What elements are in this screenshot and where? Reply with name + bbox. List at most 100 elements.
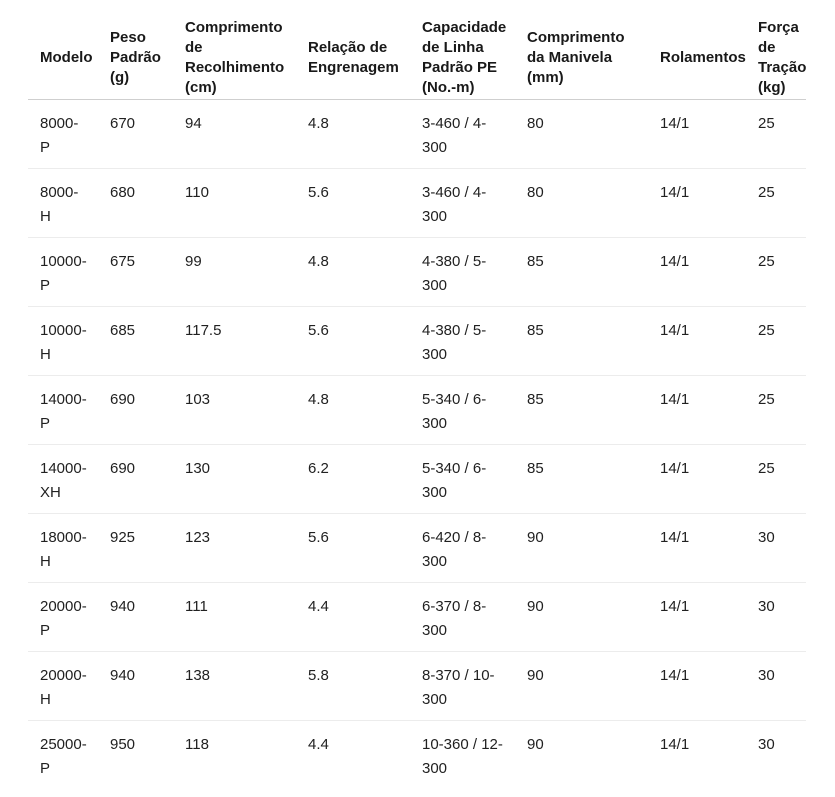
cell-comprimento-manivela: 85 xyxy=(515,444,648,514)
cell-relacao-engrenagem: 4.8 xyxy=(296,237,410,307)
cell-comprimento-manivela: 85 xyxy=(515,306,648,376)
cell-relacao-engrenagem: 5.6 xyxy=(296,513,410,583)
cell-rolamentos: 14/1 xyxy=(648,237,746,307)
cell-peso-padrao: 690 xyxy=(98,375,173,445)
cell-capacidade-linha: 3-460 / 4-300 xyxy=(410,99,515,169)
cell-comprimento-manivela: 90 xyxy=(515,651,648,721)
cell-comprimento-manivela: 80 xyxy=(515,168,648,238)
cell-capacidade-linha: 4-380 / 5-300 xyxy=(410,306,515,376)
cell-comprimento-recolhimento: 138 xyxy=(173,651,296,721)
cell-relacao-engrenagem: 6.2 xyxy=(296,444,410,514)
table-row: 14000- XH 690 130 6.2 5-340 / 6-300 85 14/1 25 xyxy=(28,444,806,514)
cell-modelo: 10000- H xyxy=(28,306,98,376)
cell-capacidade-linha: 5-340 / 6-300 xyxy=(410,444,515,514)
cell-relacao-engrenagem: 4.8 xyxy=(296,375,410,445)
cell-rolamentos: 14/1 xyxy=(648,375,746,445)
cell-comprimento-recolhimento: 110 xyxy=(173,168,296,238)
cell-comprimento-recolhimento: 118 xyxy=(185,735,209,753)
cell-modelo: 10000- P xyxy=(28,237,98,307)
product-spec-table: Modelo Peso Padrão (g) Comprimento de Reco… xyxy=(28,0,806,789)
cell-relacao-engrenagem: 5.8 xyxy=(296,651,410,721)
cell-forca-tracao: 25 xyxy=(746,168,806,238)
cell-comprimento-recolhimento: 94 xyxy=(173,99,296,169)
column-header-5: Comprimento da Manivela (mm) xyxy=(515,0,648,100)
column-header-7: Força de Tração (kg) xyxy=(746,0,806,100)
cell-peso-padrao: 950 xyxy=(110,735,136,753)
table-row: 14000- P 690 103 4.8 5-340 / 6-300 85 14/1 25 xyxy=(28,375,806,445)
cell-capacidade-linha: 5-340 / 6-300 xyxy=(410,375,515,445)
cell-comprimento-manivela: 90 xyxy=(515,582,648,652)
table-row: 25000- P 950 118 4.4 10-360 / 12-300 90 14/1 30 xyxy=(28,720,806,789)
cell-relacao-engrenagem: 4.4 xyxy=(308,735,329,753)
cell-capacidade-linha: 6-420 / 8-300 xyxy=(410,513,515,583)
cell-comprimento-manivela: 85 xyxy=(515,237,648,307)
header-row: Modelo Peso Padrão (g) Comprimento de Reco… xyxy=(28,0,806,100)
cell-capacidade-linha: 3-460 / 4-300 xyxy=(410,168,515,238)
table-row: 20000- P 940 111 4.4 6-370 / 8-300 90 14/1 30 xyxy=(28,582,806,652)
cell-comprimento-manivela: 90 xyxy=(527,735,544,753)
cell-comprimento-recolhimento: 99 xyxy=(173,237,296,307)
cell-peso-padrao: 670 xyxy=(98,99,173,169)
cell-rolamentos: 14/1 xyxy=(660,735,690,753)
cell-comprimento-recolhimento: 117.5 xyxy=(173,306,296,376)
cell-modelo: 18000- H xyxy=(28,513,98,583)
cell-rolamentos: 14/1 xyxy=(648,651,746,721)
cell-comprimento-manivela: 90 xyxy=(515,513,648,583)
cell-relacao-engrenagem: 4.4 xyxy=(296,582,410,652)
cell-comprimento-recolhimento: 103 xyxy=(173,375,296,445)
cell-peso-padrao: 940 xyxy=(98,651,173,721)
cell-forca-tracao: 25 xyxy=(746,306,806,376)
column-header-6: Rolamentos xyxy=(648,0,746,100)
cell-modelo: 25000- P xyxy=(40,735,87,777)
cell-forca-tracao: 30 xyxy=(746,651,806,721)
column-header-0: Modelo xyxy=(28,0,98,100)
cell-forca-tracao: 30 xyxy=(746,582,806,652)
cell-capacidade-linha: 8-370 / 10-300 xyxy=(410,651,515,721)
cell-rolamentos: 14/1 xyxy=(648,513,746,583)
cell-relacao-engrenagem: 4.8 xyxy=(296,99,410,169)
table-row: 8000- P 670 94 4.8 3-460 / 4-300 80 14/1 25 xyxy=(28,99,806,169)
cell-modelo: 20000- P xyxy=(28,582,98,652)
column-header-4: Capacidade de Linha Padrão PE (No.-m) xyxy=(410,0,515,100)
cell-modelo: 14000- P xyxy=(28,375,98,445)
cell-comprimento-manivela: 80 xyxy=(515,99,648,169)
cell-relacao-engrenagem: 5.6 xyxy=(296,306,410,376)
table-row: 10000- P 675 99 4.8 4-380 / 5-300 85 14/1 25 xyxy=(28,237,806,307)
column-header-1: Peso Padrão (g) xyxy=(98,0,173,100)
cell-comprimento-recolhimento: 130 xyxy=(173,444,296,514)
cell-modelo: 8000- P xyxy=(28,99,98,169)
cell-comprimento-manivela: 85 xyxy=(515,375,648,445)
cell-modelo: 20000- H xyxy=(28,651,98,721)
cell-comprimento-recolhimento: 111 xyxy=(173,582,296,652)
cell-peso-padrao: 925 xyxy=(98,513,173,583)
cell-rolamentos: 14/1 xyxy=(648,99,746,169)
column-header-3: Relação de Engrenagem xyxy=(296,0,410,100)
cell-comprimento-recolhimento: 123 xyxy=(173,513,296,583)
cell-peso-padrao: 940 xyxy=(98,582,173,652)
cell-rolamentos: 14/1 xyxy=(648,444,746,514)
table-row: 8000- H 680 110 5.6 3-460 / 4-300 80 14/1 25 xyxy=(28,168,806,238)
cell-relacao-engrenagem: 5.6 xyxy=(296,168,410,238)
cell-modelo: 8000- H xyxy=(28,168,98,238)
cell-peso-padrao: 675 xyxy=(98,237,173,307)
cell-forca-tracao: 25 xyxy=(746,375,806,445)
cell-capacidade-linha: 10-360 / 12-300 xyxy=(422,735,503,777)
cell-peso-padrao: 690 xyxy=(98,444,173,514)
cell-rolamentos: 14/1 xyxy=(648,168,746,238)
cell-rolamentos: 14/1 xyxy=(648,582,746,652)
cell-modelo: 14000- XH xyxy=(28,444,98,514)
cell-peso-padrao: 685 xyxy=(98,306,173,376)
cell-forca-tracao: 25 xyxy=(746,237,806,307)
cell-capacidade-linha: 6-370 / 8-300 xyxy=(410,582,515,652)
cell-rolamentos: 14/1 xyxy=(648,306,746,376)
table-header: Modelo Peso Padrão (g) Comprimento de Reco… xyxy=(28,0,806,100)
column-header-2: Comprimento de Recolhimento (cm) xyxy=(173,0,296,100)
cell-forca-tracao: 25 xyxy=(746,99,806,169)
cell-forca-tracao: 30 xyxy=(758,735,775,753)
cell-peso-padrao: 680 xyxy=(98,168,173,238)
table-row: 10000- H 685 117.5 5.6 4-380 / 5-300 85 14/1 25 xyxy=(28,306,806,376)
table-body: 8000- P 670 94 4.8 3-460 / 4-300 80 14/1 25 8000… xyxy=(28,99,806,789)
cell-forca-tracao: 25 xyxy=(746,444,806,514)
